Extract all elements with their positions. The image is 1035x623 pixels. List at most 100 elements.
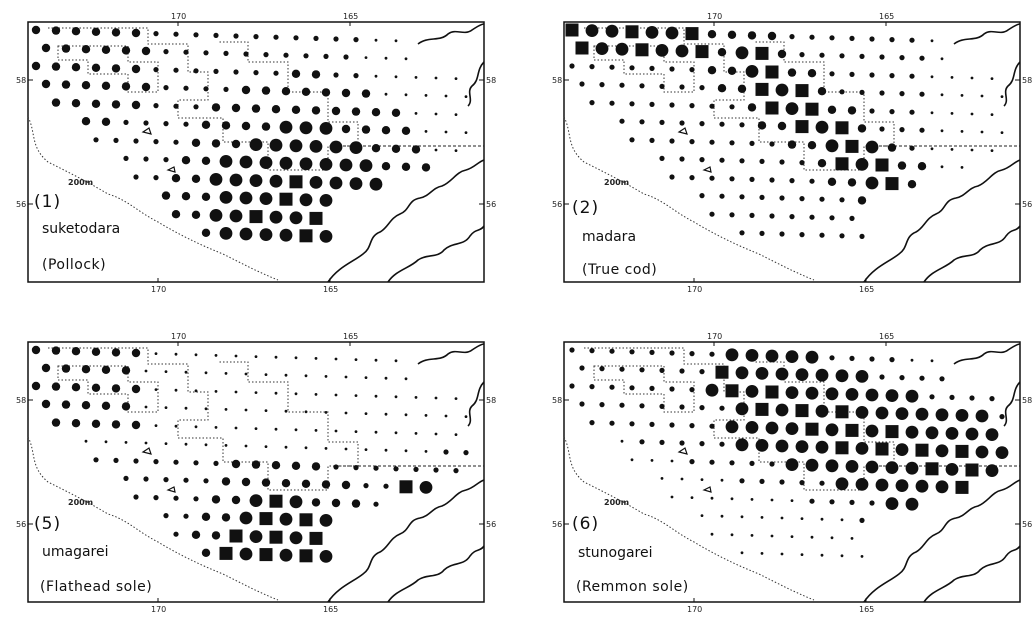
catch-square-mark (399, 480, 413, 494)
catch-circle-mark (404, 413, 408, 417)
catch-circle-mark (349, 177, 363, 191)
catch-circle-mark (779, 159, 785, 165)
catch-circle-mark (371, 144, 381, 153)
catch-circle-mark (579, 401, 585, 407)
catch-circle-mark (153, 67, 159, 73)
catch-circle-mark (659, 439, 665, 445)
catch-circle-mark (930, 75, 934, 79)
catch-circle-mark (825, 459, 839, 473)
catch-circle-mark (111, 28, 121, 37)
catch-circle-mark (123, 155, 129, 161)
catch-circle-mark (444, 414, 448, 418)
alaska-coastline-inner (923, 545, 1021, 603)
catch-circle-mark (289, 495, 303, 509)
catch-circle-mark (359, 159, 373, 173)
catch-circle-mark (394, 39, 398, 43)
catch-circle-mark (374, 38, 378, 42)
island-outline (677, 447, 688, 455)
catch-circle-mark (71, 27, 81, 36)
catch-circle-mark (113, 457, 119, 463)
depth-label: 200m (68, 178, 93, 187)
catch-circle-mark (101, 117, 111, 127)
catch-circle-mark (319, 194, 333, 207)
catch-circle-mark (93, 137, 99, 143)
left-tick-label: 58 (16, 76, 26, 85)
catch-circle-mark (850, 537, 854, 540)
catch-circle-mark (650, 459, 654, 462)
catch-circle-mark (153, 31, 159, 37)
catch-circle-mark (735, 46, 749, 60)
catch-circle-mark (995, 446, 1009, 459)
catch-circle-mark (679, 440, 685, 446)
catch-circle-mark (915, 479, 929, 493)
depth-contour-200m (563, 116, 815, 281)
map-panel-1-svg: 170 165 170 165 58 56 58 56 200m (16, 12, 496, 294)
catch-circle-mark (279, 156, 293, 170)
catch-circle-mark (81, 45, 91, 54)
catch-circle-mark (719, 121, 725, 127)
catch-circle-mark (669, 350, 675, 356)
catch-circle-mark (779, 195, 785, 201)
catch-circle-mark (364, 376, 368, 379)
catch-circle-mark (729, 140, 735, 146)
catch-circle-mark (124, 441, 128, 444)
catch-circle-mark (219, 155, 233, 168)
catch-circle-mark (909, 109, 915, 115)
catch-circle-mark (849, 355, 855, 361)
catch-circle-mark (454, 433, 458, 436)
catch-circle-mark (329, 140, 343, 154)
catch-circle-mark (434, 76, 438, 80)
catch-circle-mark (309, 140, 323, 153)
catch-circle-mark (745, 349, 759, 362)
catch-circle-mark (659, 403, 665, 409)
catch-square-mark (635, 43, 649, 57)
catch-circle-mark (739, 122, 745, 128)
catch-circle-mark (935, 408, 949, 422)
catch-circle-mark (314, 393, 318, 396)
catch-circle-mark (669, 138, 675, 144)
catch-circle-mark (71, 383, 81, 392)
map-frame (27, 341, 485, 603)
catch-circle-mark (869, 36, 875, 42)
catch-circle-mark (699, 85, 705, 91)
catch-circle-mark (970, 112, 974, 116)
catch-circle-mark (820, 553, 824, 557)
catch-circle-mark (820, 517, 824, 521)
catch-square-mark (269, 494, 283, 508)
catch-circle-mark (855, 478, 869, 491)
catch-circle-mark (679, 156, 685, 162)
catch-circle-mark (725, 348, 739, 362)
catch-circle-mark (709, 211, 715, 217)
catch-circle-mark (173, 531, 179, 537)
catch-circle-mark (314, 429, 318, 432)
catch-square-mark (925, 462, 939, 476)
catch-circle-mark (259, 192, 273, 206)
bottom-tick-label: 170 (687, 285, 702, 294)
catch-circle-mark (273, 70, 279, 76)
catch-circle-mark (869, 72, 875, 78)
catch-circle-mark (760, 552, 764, 555)
catch-circle-mark (269, 210, 283, 224)
catch-circle-mark (875, 478, 889, 492)
catch-square-mark (845, 139, 859, 153)
catch-circle-mark (899, 55, 905, 61)
catch-circle-mark (144, 369, 148, 373)
common-name-label: (True cod) (582, 262, 658, 278)
catch-circle-mark (201, 156, 211, 165)
alaska-coastline-inner (387, 225, 485, 283)
catch-circle-mark (81, 365, 91, 374)
catch-circle-mark (1000, 131, 1004, 134)
catch-circle-mark (71, 63, 81, 72)
catch-circle-mark (789, 178, 795, 184)
catch-circle-mark (319, 514, 333, 527)
catch-circle-mark (333, 36, 339, 42)
catch-circle-mark (750, 534, 754, 537)
catch-circle-mark (639, 403, 645, 409)
catch-circle-mark (234, 354, 238, 358)
catch-circle-mark (719, 193, 725, 199)
catch-circle-mark (879, 126, 885, 132)
catch-circle-mark (163, 157, 169, 163)
catch-circle-mark (203, 86, 209, 92)
catch-circle-mark (777, 121, 787, 131)
catch-circle-mark (319, 230, 333, 243)
